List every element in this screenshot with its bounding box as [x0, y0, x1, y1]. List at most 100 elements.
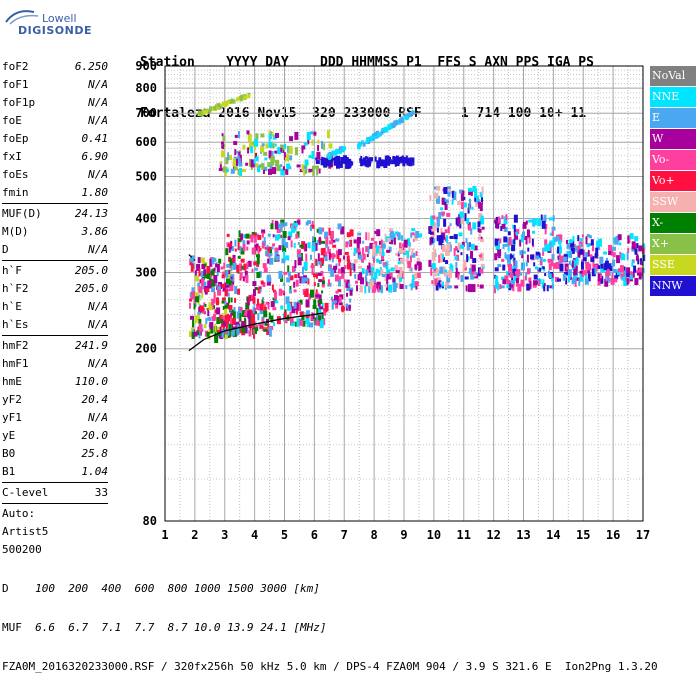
- echo-point: [215, 297, 219, 306]
- panel-divider: [2, 260, 108, 261]
- echo-point: [517, 283, 522, 292]
- echo-point: [339, 294, 344, 300]
- echo-point: [568, 260, 571, 265]
- echo-point: [313, 299, 317, 306]
- echo-point: [317, 139, 320, 144]
- echo-point: [211, 287, 216, 293]
- echo-point: [244, 270, 248, 278]
- echo-point: [348, 282, 351, 287]
- echo-point: [294, 260, 297, 269]
- echo-point: [385, 156, 390, 163]
- parameter-panel: foF2 6.250 foF1 N/A foF1p N/A foE N/A foEp 0.41 fx…: [2, 58, 108, 559]
- echo-point: [345, 303, 348, 307]
- echo-point: [215, 281, 218, 287]
- echo-point: [526, 268, 530, 275]
- echo-point: [543, 214, 547, 222]
- echo-point: [318, 227, 323, 235]
- echo-point: [237, 155, 241, 164]
- echo-point: [227, 100, 231, 105]
- echo-point: [603, 263, 608, 271]
- echo-point: [411, 248, 414, 253]
- echo-point: [386, 249, 391, 253]
- echo-point: [268, 130, 271, 135]
- echo-point: [210, 274, 213, 278]
- echo-point: [261, 232, 264, 238]
- echo-point: [280, 147, 283, 152]
- echo-point: [399, 273, 403, 282]
- echo-point: [361, 259, 365, 263]
- echo-point: [478, 201, 482, 209]
- echo-point: [224, 300, 227, 304]
- echo-point: [455, 268, 458, 275]
- param-row-hmf2: hmF2 241.9: [2, 337, 108, 355]
- echo-point: [297, 257, 302, 266]
- echo-point: [470, 228, 473, 235]
- x-tick-label: 14: [546, 528, 560, 542]
- echo-point: [204, 263, 207, 267]
- echo-point: [289, 136, 294, 142]
- echo-point: [441, 197, 445, 205]
- echo-point: [638, 272, 642, 280]
- echo-point: [410, 232, 413, 238]
- echo-point: [285, 168, 289, 175]
- echo-point: [614, 237, 619, 245]
- echo-point: [364, 275, 367, 282]
- echo-point: [353, 239, 357, 244]
- echo-point: [270, 249, 273, 254]
- echo-point: [255, 163, 258, 168]
- echo-point: [283, 271, 288, 275]
- echo-point: [470, 243, 475, 250]
- echo-point: [496, 220, 499, 229]
- y-tick-label: 200: [135, 342, 157, 356]
- param-value: N/A: [88, 243, 108, 256]
- echo-point: [627, 235, 630, 244]
- echo-point: [266, 274, 271, 282]
- echo-point: [432, 215, 436, 220]
- echo-point: [449, 235, 454, 239]
- param-row-b1: B1 1.04: [2, 463, 108, 481]
- echo-point: [577, 235, 580, 242]
- echo-point: [506, 254, 511, 263]
- echo-point: [312, 167, 315, 176]
- param-row-foe: foE N/A: [2, 112, 108, 130]
- echo-point: [410, 252, 413, 256]
- x-tick-label: 8: [371, 528, 378, 542]
- panel-divider: [2, 203, 108, 204]
- echo-point: [415, 250, 418, 256]
- echo-point: [343, 255, 346, 260]
- param-row-fof1p: foF1p N/A: [2, 94, 108, 112]
- legend-item-x: X-: [650, 213, 696, 233]
- echo-point: [328, 252, 331, 261]
- echo-point: [530, 254, 535, 260]
- echo-point: [623, 278, 628, 287]
- echo-point: [312, 304, 317, 309]
- echo-point: [225, 278, 230, 285]
- echo-point: [416, 261, 421, 266]
- echo-point: [396, 274, 399, 279]
- echo-point: [296, 318, 301, 327]
- echo-point: [204, 303, 207, 307]
- x-tick-label: 3: [221, 528, 228, 542]
- echo-point: [545, 223, 548, 229]
- echo-point: [569, 245, 574, 251]
- echo-point: [334, 159, 337, 163]
- param-row-foes: foEs N/A: [2, 166, 108, 184]
- profile-trace-line: [188, 312, 324, 352]
- echo-point: [459, 211, 464, 218]
- echo-point: [551, 230, 554, 236]
- echo-point: [500, 285, 505, 289]
- echo-point: [282, 230, 287, 238]
- echo-point: [287, 265, 290, 273]
- echo-point: [291, 266, 295, 273]
- echo-point: [503, 236, 508, 243]
- param-row-yf2: yF2 20.4: [2, 391, 108, 409]
- echo-point: [562, 273, 566, 281]
- echo-point: [329, 154, 333, 159]
- plot-frame: [164, 65, 644, 522]
- echo-point: [338, 160, 343, 168]
- echo-point: [454, 256, 458, 261]
- echo-point: [296, 220, 301, 225]
- echo-point: [281, 258, 286, 264]
- echo-point: [349, 229, 354, 237]
- echo-point: [547, 258, 552, 262]
